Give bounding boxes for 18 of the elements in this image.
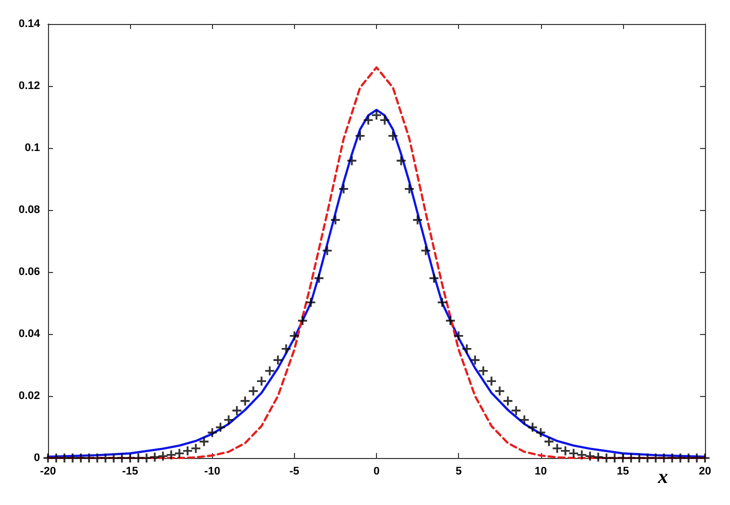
x-tick-label: 10: [534, 466, 547, 478]
y-tick-label: 0.02: [18, 390, 40, 402]
x-tick-label: -20: [40, 466, 56, 478]
x-tick-label: -5: [289, 466, 300, 478]
y-tick-label: 0.06: [18, 266, 40, 278]
x-axis-title: x: [657, 466, 668, 488]
x-tick-label: -15: [122, 466, 138, 478]
y-tick-label: 0: [34, 452, 40, 464]
y-tick-label: 0.04: [18, 328, 41, 340]
x-tick-label: 5: [456, 466, 462, 478]
x-tick-label: 0: [373, 466, 380, 478]
y-tick-label: 0.08: [18, 204, 40, 216]
y-tick-label: 0.12: [18, 80, 40, 92]
y-tick-label: 0.14: [18, 18, 41, 30]
y-tick-label: 0.1: [24, 142, 40, 154]
x-tick-label: 20: [698, 466, 712, 478]
x-tick-label: -10: [204, 466, 220, 478]
x-tick-label: 15: [616, 466, 629, 478]
